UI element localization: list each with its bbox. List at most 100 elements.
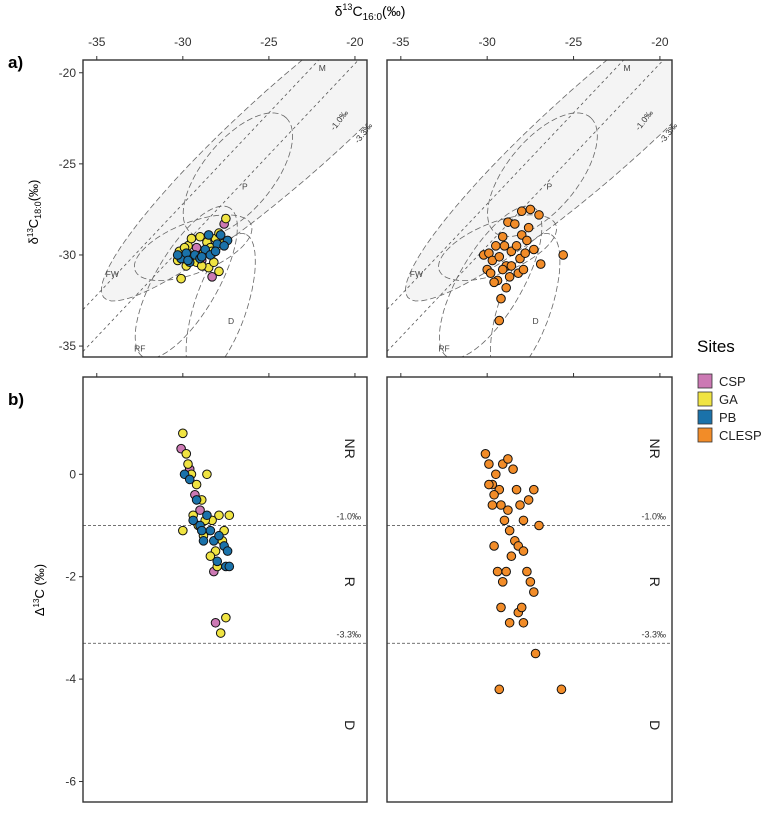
point-csp — [195, 505, 205, 515]
point-clesp — [522, 566, 532, 577]
ellipse-center — [438, 214, 557, 281]
point-clesp — [523, 222, 534, 233]
threshold-label-minus1: -1.0‰ — [336, 511, 361, 521]
point-clesp — [491, 469, 501, 480]
legend-swatch-clesp — [697, 427, 713, 443]
panel-b-left-frame — [82, 376, 368, 803]
point-ga — [191, 479, 202, 490]
point-pb — [184, 474, 195, 485]
point-clesp — [518, 546, 529, 556]
panel-b-left: -1.0‰ -3.3‰ NR R D 0 -2 -4 -6 — [65, 373, 367, 789]
threshold-label-minus1: -1.0‰ — [641, 511, 666, 521]
point-pb — [219, 241, 229, 251]
point-clesp — [510, 219, 520, 229]
point-clesp — [511, 484, 522, 495]
point-clesp — [515, 500, 525, 510]
point-clesp — [529, 484, 539, 495]
point-ga — [181, 449, 192, 459]
point-pb — [210, 246, 221, 257]
point-clesp — [494, 251, 505, 262]
point-pb — [202, 510, 212, 521]
point-pb — [224, 561, 235, 572]
point-ga — [221, 213, 231, 224]
y-tick-label: -4 — [65, 672, 76, 686]
point-clesp — [489, 489, 499, 500]
point-clesp — [485, 268, 496, 278]
top-axis-title: δ13C16:0(‰) — [335, 2, 406, 23]
x-tick-label: -25 — [565, 35, 583, 49]
threshold-label-minus33: -3.3‰ — [336, 629, 361, 639]
reference-line-minus33 — [83, 60, 320, 310]
point-ga — [178, 428, 188, 439]
point-pb — [205, 525, 216, 536]
legend-label-clesp: CLESP — [719, 428, 762, 443]
y-tick-label: -2 — [65, 570, 76, 584]
legend-swatch-pb — [697, 409, 713, 425]
legend-label-ga: GA — [719, 392, 738, 407]
legend-swatch-csp — [697, 373, 713, 389]
point-clesp — [480, 449, 491, 459]
panel-b-right: -1.0‰ -3.3‰ NR R D — [387, 373, 672, 730]
point-ga — [221, 612, 231, 623]
legend-label-pb: PB — [719, 410, 736, 425]
x-tick-label: -35 — [88, 35, 106, 49]
point-csp — [210, 617, 221, 628]
ellipse-p — [487, 112, 598, 238]
point-clesp — [511, 241, 522, 251]
point-clesp — [535, 259, 546, 269]
point-pb — [212, 556, 223, 567]
x-tick-label: -35 — [392, 35, 410, 49]
ellipse-label-m: M — [319, 63, 326, 73]
point-ga — [205, 551, 216, 562]
panel-a-left-frame — [82, 59, 368, 358]
point-csp — [207, 272, 217, 282]
point-clesp — [558, 250, 568, 260]
point-clesp — [503, 454, 513, 464]
point-clesp — [506, 261, 517, 271]
reference-line-minus1 — [83, 60, 359, 352]
point-clesp — [487, 500, 498, 510]
point-pb — [214, 530, 224, 541]
ellipse-rf — [438, 205, 543, 357]
ellipse-p — [182, 112, 294, 238]
point-ga — [224, 510, 235, 521]
point-clesp — [503, 505, 513, 515]
zone-label-d: D — [342, 720, 358, 730]
ellipse-label-fw: FW — [410, 269, 423, 279]
legend-label-csp: CSP — [719, 374, 746, 389]
point-pb — [172, 250, 183, 260]
point-ga — [183, 459, 193, 469]
y-tick-label: -20 — [59, 66, 77, 80]
zone-label-d: D — [647, 720, 663, 730]
point-clesp — [556, 684, 567, 695]
point-clesp — [518, 264, 529, 275]
point-pb — [191, 495, 202, 505]
plot-area — [83, 60, 367, 357]
b-y-axis-title: Δ13C (‰) — [32, 564, 47, 616]
point-pb — [222, 546, 233, 556]
ellipse-label-d: D — [228, 316, 234, 326]
point-clesp — [518, 515, 529, 526]
zone-label-nr: NR — [647, 439, 663, 459]
point-ga — [202, 469, 212, 480]
x-tick-label: -25 — [260, 35, 278, 49]
y-tick-label: 0 — [69, 467, 76, 481]
ellipse-label-p: P — [547, 181, 553, 191]
point-clesp — [523, 495, 534, 505]
point-pb — [196, 251, 207, 262]
legend-title: Sites — [697, 337, 735, 356]
point-clesp — [506, 551, 517, 562]
ellipse-label-rf: RF — [134, 344, 145, 354]
point-clesp — [492, 566, 503, 577]
point-clesp — [529, 587, 539, 597]
point-clesp — [534, 520, 544, 531]
point-clesp — [501, 282, 511, 293]
zone-label-nr: NR — [342, 439, 358, 459]
point-ga — [214, 266, 224, 277]
point-ga — [176, 273, 186, 284]
panel-a-label: a) — [8, 53, 23, 72]
point-clesp — [496, 293, 506, 304]
